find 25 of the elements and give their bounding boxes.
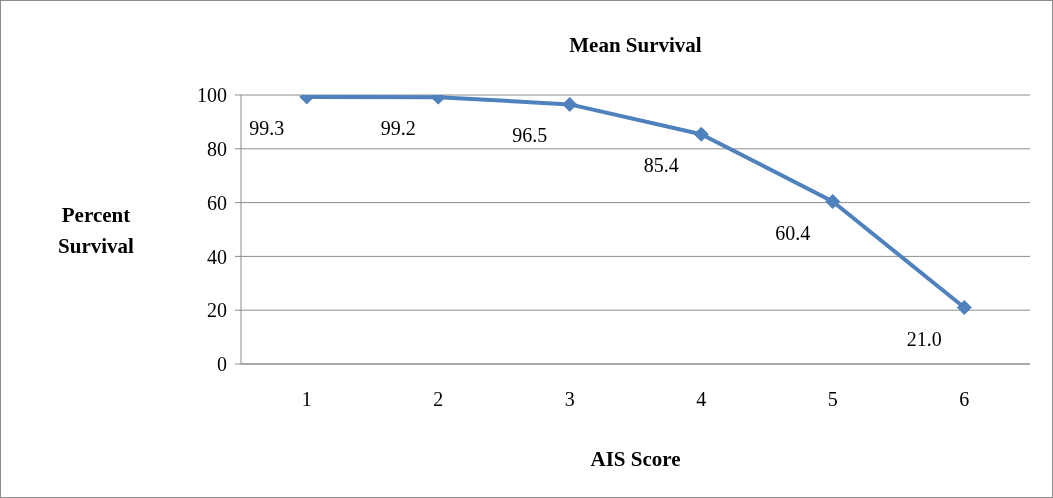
y-tick-label: 20 [207,299,227,322]
x-tick-label: 6 [959,388,970,411]
point [693,126,709,142]
data-label: 21.0 [906,327,942,350]
x-tick-label: 2 [433,388,444,411]
point [825,194,841,210]
x-axis-title: AIS Score [589,447,682,472]
data-label: 96.5 [512,124,548,147]
data-label: 85.4 [643,154,679,177]
y-tick-label: 40 [207,245,227,268]
x-tick-label: 5 [827,388,838,411]
point [562,96,578,112]
x-tick-label: 4 [696,388,707,411]
y-tick-label: 100 [197,84,227,107]
x-tick-label: 1 [301,388,312,411]
y-tick-label: 0 [217,353,227,376]
y-tick-label: 60 [207,191,227,214]
data-label: 99.3 [249,116,285,139]
y-axis-title: Percent Survival [57,202,135,260]
x-tick-label: 3 [564,388,575,411]
point [956,300,972,316]
data-label: 60.4 [775,221,811,244]
data-label: 99.2 [380,117,416,140]
chart-title: Mean Survival [568,33,703,58]
y-tick-label: 80 [207,137,227,160]
